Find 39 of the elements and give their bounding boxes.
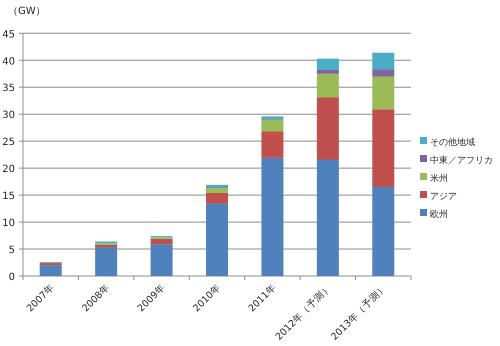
bar <box>150 244 173 276</box>
y-tick-label: 0 <box>8 272 15 283</box>
bar <box>372 109 394 188</box>
legend-label: 欧州 <box>430 209 448 220</box>
bar <box>261 158 284 276</box>
bar <box>261 116 284 120</box>
y-tick-label: 35 <box>2 83 15 94</box>
y-tick-label: 20 <box>2 164 15 176</box>
bar <box>316 74 339 98</box>
bar <box>261 131 284 158</box>
y-tick-label: 25 <box>2 137 15 148</box>
bar <box>206 184 228 188</box>
bar <box>261 120 284 132</box>
y-tick-label: 5 <box>8 245 15 256</box>
y-axis-title: （GW） <box>8 6 46 17</box>
bar <box>316 70 339 74</box>
legend-label: 米州 <box>430 173 448 184</box>
bar <box>40 265 62 276</box>
bar <box>316 58 339 70</box>
y-tick-label: 45 <box>2 29 15 40</box>
bar <box>372 187 394 276</box>
y-tick-label: 40 <box>2 56 15 68</box>
y-tick-label: 10 <box>2 218 15 230</box>
bar <box>206 188 228 193</box>
bar <box>95 247 118 276</box>
legend-label: アジア <box>430 192 457 202</box>
bar <box>372 76 394 110</box>
legend-label: その他地域 <box>430 137 475 148</box>
bar <box>206 192 228 204</box>
bar <box>372 69 394 76</box>
bar <box>316 160 339 276</box>
bar <box>150 238 173 244</box>
y-tick-label: 30 <box>2 110 15 122</box>
bar <box>316 97 339 160</box>
y-tick-label: 15 <box>2 191 15 202</box>
legend-label: 中東／アフリカ <box>430 155 493 166</box>
bar <box>95 244 118 248</box>
bar <box>372 52 394 70</box>
bar <box>206 204 228 276</box>
